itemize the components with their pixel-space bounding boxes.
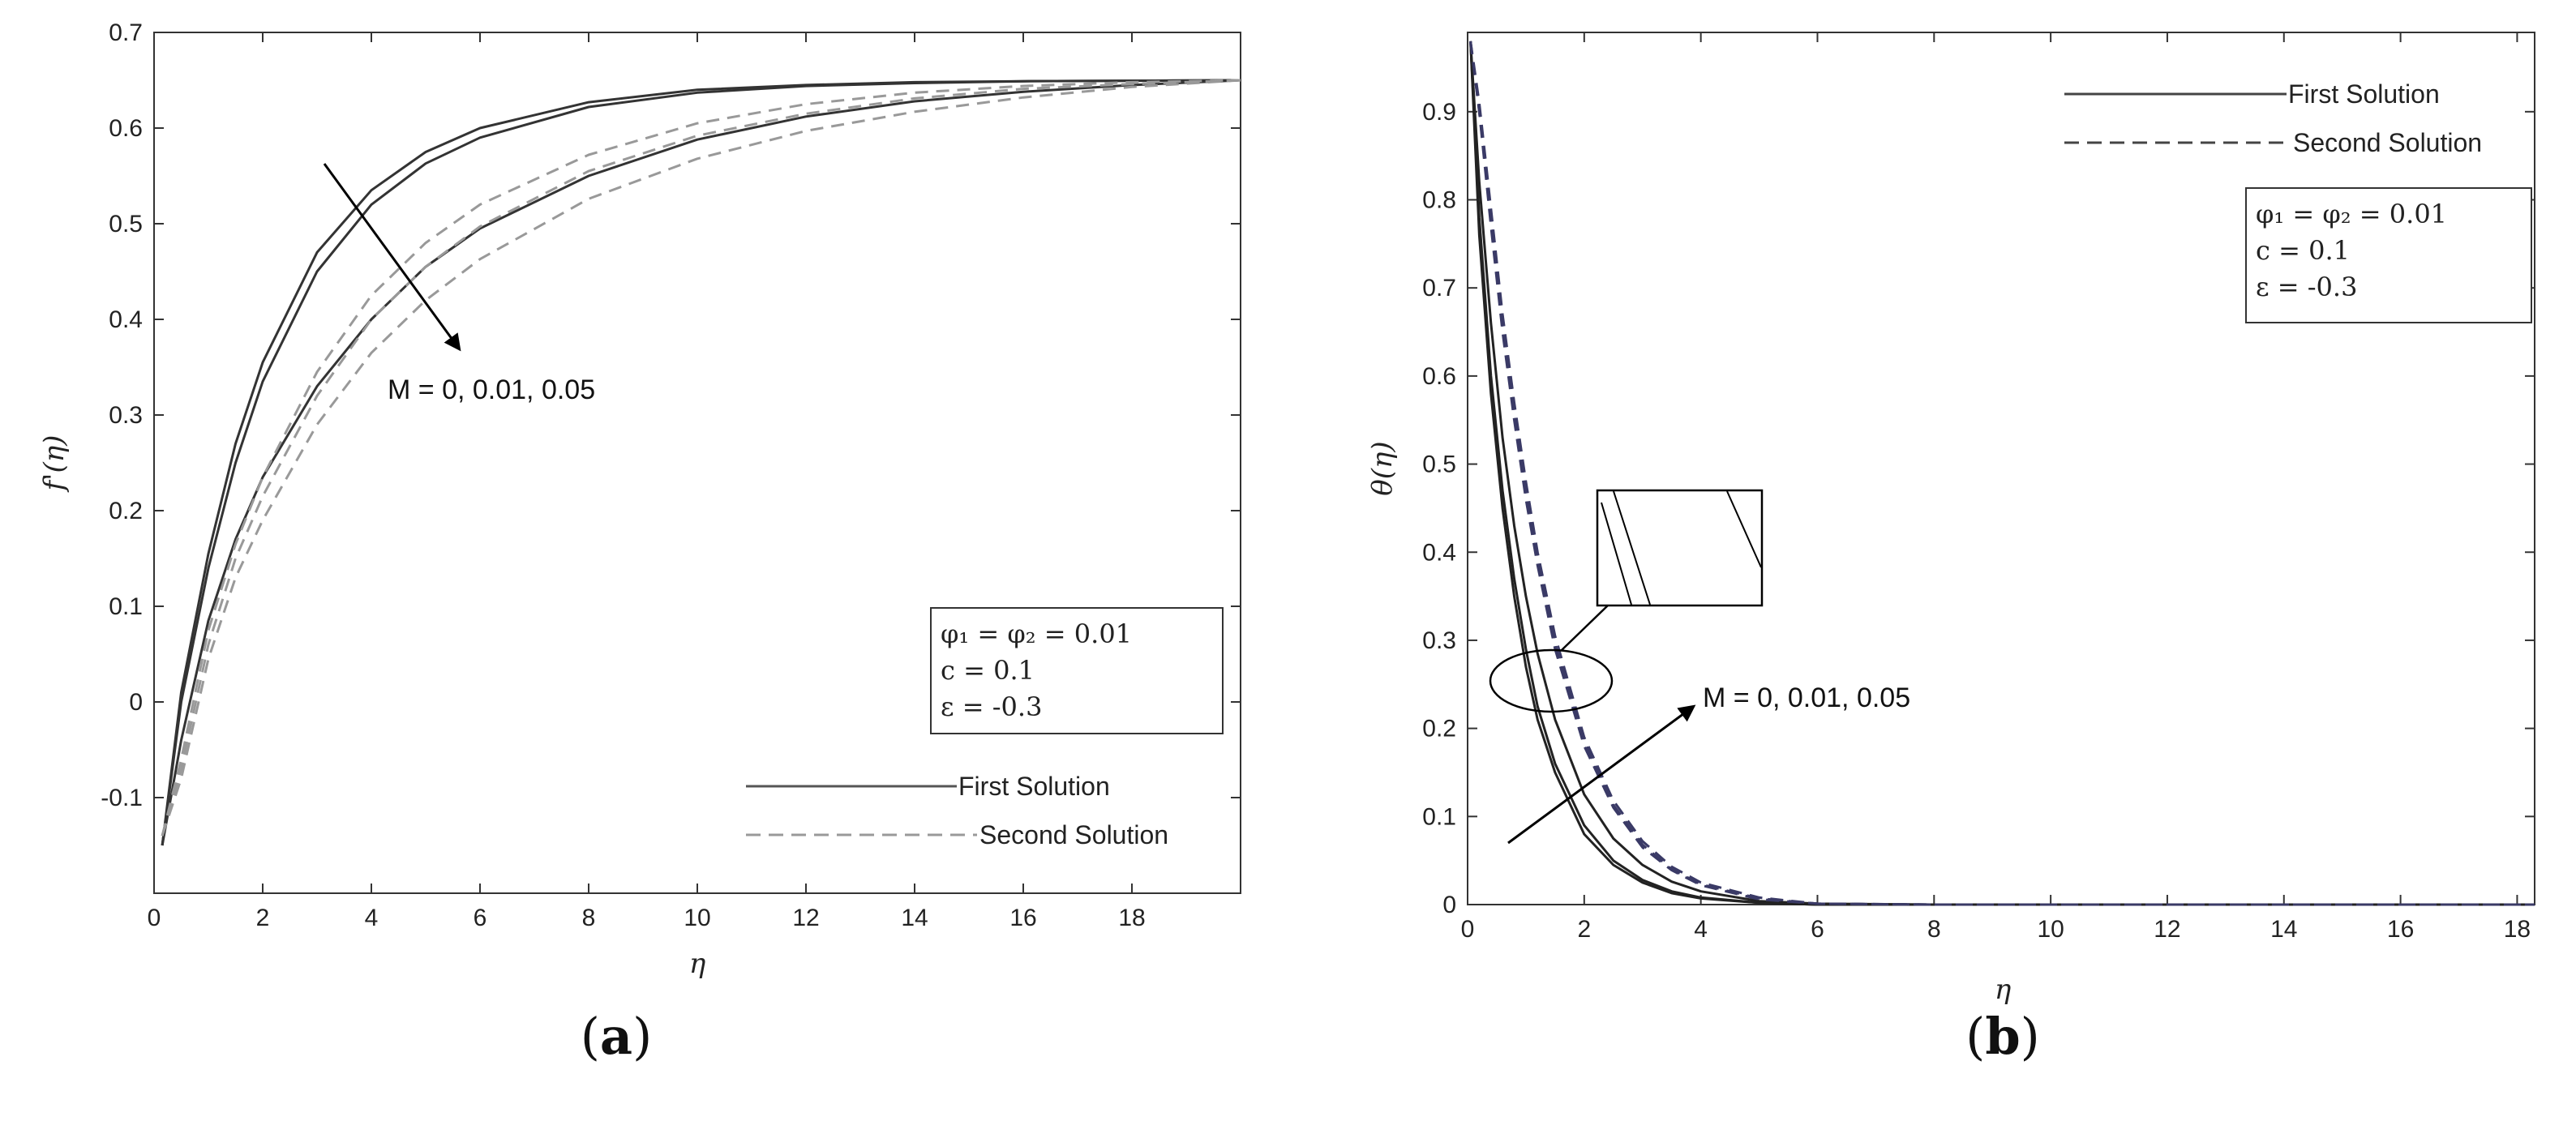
x-tick-label: 6 (474, 905, 487, 931)
x-tick-label: 16 (1009, 905, 1036, 931)
x-tick-label: 16 (2387, 916, 2414, 943)
chart-panel-b: 0 2 4 6 8 10 12 14 16 18 0 0.1 0.2 0.3 0.4 0.5 0.6 0.7 0.8… (1366, 32, 2535, 1066)
series-group (161, 79, 1241, 846)
parameter-c: c = 0.1 (2256, 235, 2350, 266)
x-tick-label: 4 (365, 905, 379, 931)
x-tick-label: 10 (2037, 916, 2064, 943)
x-tick-label: 14 (2270, 916, 2297, 943)
axis-ticks: 0 2 4 6 8 10 12 14 16 18 -0.1 0 0.1 0.2 0.3 0.4 0.5 0.6 0.… (101, 19, 1241, 931)
zoom-inset-curve (1601, 502, 1632, 605)
legend: First Solution Second Solution (2064, 79, 2482, 157)
parameter-epsilon: ε = -0.3 (2256, 272, 2357, 302)
y-tick-label: 0.4 (109, 306, 143, 333)
series-line-dashed-6 (1469, 41, 2535, 906)
y-tick-label: 0.5 (109, 211, 143, 237)
legend-label-first: First Solution (958, 772, 1110, 801)
y-tick-label: 0.8 (1422, 187, 1456, 214)
y-tick-label: 0 (129, 689, 143, 716)
annotation-label: M = 0, 0.01, 0.05 (388, 374, 595, 405)
annotation-arrow (1507, 704, 1696, 845)
panel-label-b: (b) (1965, 1007, 2040, 1066)
x-tick-label: 18 (1118, 905, 1145, 931)
legend-label-second: Second Solution (979, 820, 1168, 849)
y-tick-label: 0.7 (1422, 275, 1456, 302)
zoom-ellipse (1489, 648, 1614, 713)
y-tick-label: 0.6 (109, 115, 143, 142)
series-group (1469, 41, 2535, 906)
plot-area-frame (1467, 32, 2535, 905)
series-line-dashed-6 (161, 79, 1241, 836)
x-tick-label: 4 (1694, 916, 1708, 943)
legend: First Solution Second Solution (746, 772, 1168, 849)
x-tick-label: 6 (1811, 916, 1824, 943)
y-tick-label: 0.7 (109, 19, 143, 46)
x-tick-label: 12 (2154, 916, 2180, 943)
panel-letter: b (1985, 1007, 2020, 1066)
series-line-dashed-5 (161, 79, 1241, 836)
x-tick-label: 8 (582, 905, 596, 931)
zoom-inset (1596, 489, 1764, 607)
x-axis-label: η (1995, 973, 2012, 1006)
series-line-dashed-4 (161, 79, 1241, 836)
x-tick-label: 2 (1577, 916, 1591, 943)
y-axis-label: θ(η) (1366, 441, 1399, 495)
zoom-connector (1560, 603, 1610, 652)
annotation-label: M = 0, 0.01, 0.05 (1703, 682, 1910, 713)
x-tick-label: 12 (792, 905, 819, 931)
parameter-box (930, 607, 1224, 734)
legend-label-second: Second Solution (2293, 128, 2482, 157)
x-tick-label: 0 (1461, 916, 1475, 943)
y-tick-label: 0.1 (1422, 803, 1456, 830)
x-tick-label: 10 (684, 905, 710, 931)
series-line-solid-2 (1469, 41, 2535, 906)
y-tick-label: 0.3 (1422, 627, 1456, 654)
zoom-inset-curve (1726, 490, 1762, 568)
y-tick-label: 0.2 (1422, 716, 1456, 742)
plot-area-frame (153, 32, 1241, 894)
panel-paren-close: ) (2021, 1007, 2040, 1066)
parameter-box (2245, 187, 2532, 323)
y-tick-label: 0.3 (109, 402, 143, 429)
parameter-phi: φ₁ = φ₂ = 0.01 (2256, 199, 2447, 229)
parameter-epsilon: ε = -0.3 (941, 691, 1042, 722)
panel-label-a: (a) (581, 1007, 653, 1066)
y-tick-label: 0.1 (109, 593, 143, 620)
y-tick-label: 0.4 (1422, 539, 1456, 566)
y-tick-label: -0.1 (101, 785, 143, 811)
x-tick-label: 8 (1927, 916, 1941, 943)
legend-label-first: First Solution (2288, 79, 2440, 109)
parameter-c: c = 0.1 (941, 655, 1035, 686)
y-tick-label: 0.6 (1422, 363, 1456, 390)
x-tick-label: 0 (148, 905, 161, 931)
y-tick-label: 0 (1442, 892, 1456, 918)
panel-paren-open: ( (581, 1007, 600, 1066)
panel-letter: a (600, 1007, 632, 1066)
panel-paren-close: ) (632, 1007, 652, 1066)
x-tick-label: 2 (256, 905, 270, 931)
chart-panel-a: 0 2 4 6 8 10 12 14 16 18 -0.1 0 0.1 0.2 0.3 0.4 0.5 0.6 0.… (38, 19, 1241, 1066)
x-tick-label: 18 (2504, 916, 2531, 943)
zoom-inset-curve (1613, 490, 1651, 605)
y-tick-label: 0.9 (1422, 99, 1456, 126)
annotation-arrow (323, 163, 461, 352)
panel-paren-open: ( (1965, 1007, 1985, 1066)
y-tick-label: 0.5 (1422, 451, 1456, 478)
y-axis-label: f'(η) (38, 435, 71, 494)
x-axis-label: η (689, 948, 706, 980)
x-tick-label: 14 (901, 905, 928, 931)
parameter-phi: φ₁ = φ₂ = 0.01 (941, 618, 1132, 649)
series-line-solid-2 (161, 79, 1241, 846)
axis-ticks: 0 2 4 6 8 10 12 14 16 18 0 0.1 0.2 0.3 0.4 0.5 0.6 0.7 0.8… (1422, 32, 2535, 943)
series-line-solid-3 (161, 79, 1241, 846)
y-tick-label: 0.2 (109, 498, 143, 524)
